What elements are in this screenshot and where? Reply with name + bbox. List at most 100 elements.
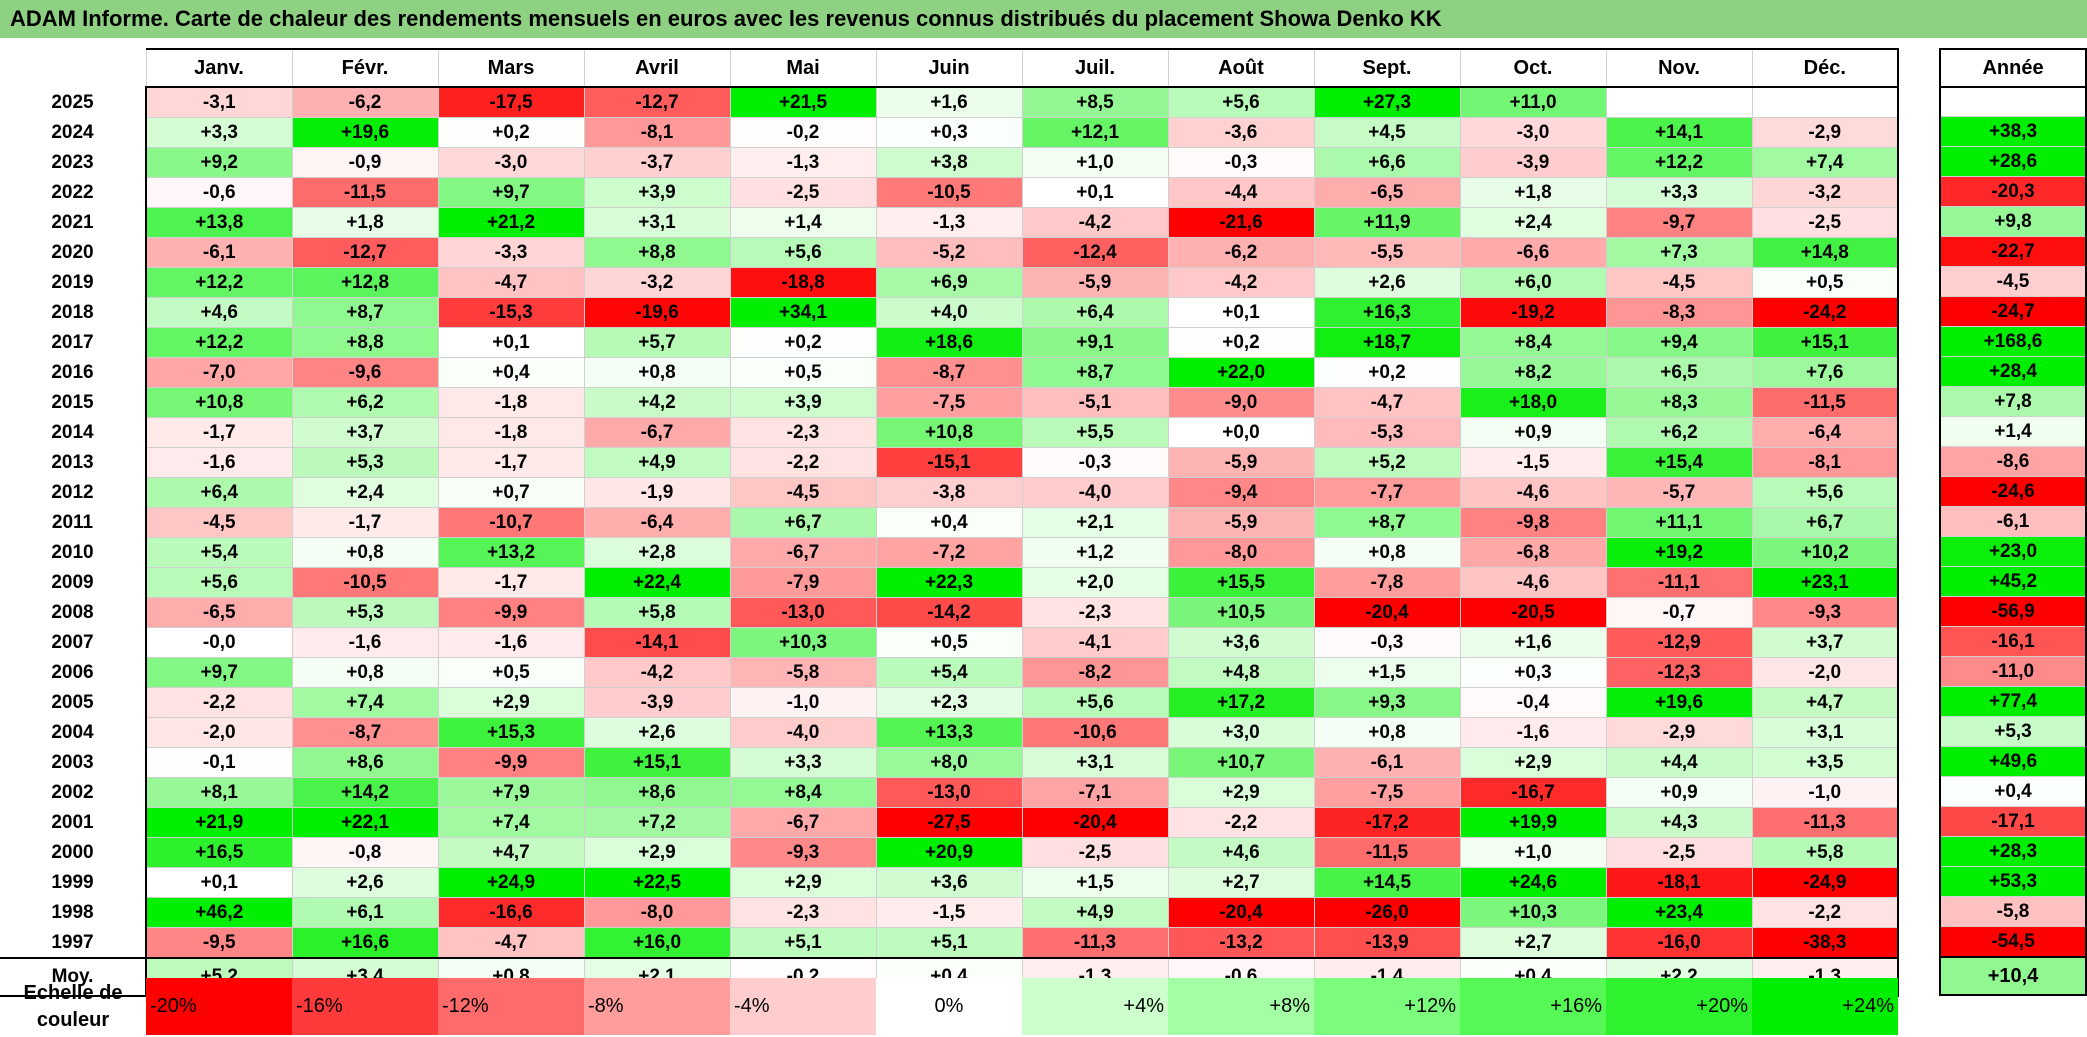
annual-cell: +5,3: [1939, 715, 2087, 747]
year-label: 2022: [0, 177, 147, 208]
color-scale-label-line: couleur: [36, 1008, 110, 1031]
heatmap-cell: -6,7: [729, 537, 877, 568]
year-label: 2011: [0, 507, 147, 538]
heatmap-cell: -5,8: [729, 657, 877, 688]
heatmap-cell: -19,6: [583, 297, 731, 328]
heatmap-cell: -12,7: [583, 86, 731, 118]
heatmap-cell: -3,2: [1751, 177, 1899, 208]
heatmap-cell: -1,6: [291, 627, 439, 658]
heatmap-cell: +5,6: [1167, 86, 1315, 118]
heatmap-cell: -0,8: [291, 837, 439, 868]
heatmap-cell: -11,3: [1021, 927, 1169, 959]
heatmap-cell: +7,3: [1605, 237, 1753, 268]
heatmap-cell: +9,3: [1313, 687, 1461, 718]
heatmap-cell: +1,6: [1459, 627, 1607, 658]
year-label: 2024: [0, 117, 147, 148]
heatmap-cell: +0,1: [145, 867, 293, 898]
month-header: Juil.: [1021, 48, 1169, 88]
heatmap-cell: -6,4: [583, 507, 731, 538]
year-label: 2014: [0, 417, 147, 448]
heatmap-cell: +14,5: [1313, 867, 1461, 898]
heatmap-cell: +16,0: [583, 927, 731, 959]
heatmap-cell: -9,5: [145, 927, 293, 959]
heatmap-cell: +3,9: [729, 387, 877, 418]
heatmap-cell: +1,6: [875, 86, 1023, 118]
heatmap-cell: -2,2: [1751, 897, 1899, 928]
heatmap-cell: +8,0: [875, 747, 1023, 778]
year-label: 2012: [0, 477, 147, 508]
heatmap-cell: +15,1: [1751, 327, 1899, 358]
annual-cell: -16,1: [1939, 625, 2087, 657]
month-header: Oct.: [1459, 48, 1607, 88]
heatmap-cell: +8,7: [1313, 507, 1461, 538]
color-scale-step: +4%: [1022, 978, 1168, 1035]
heatmap-cell: +2,6: [583, 717, 731, 748]
annual-cell: +49,6: [1939, 745, 2087, 777]
heatmap-cell: -6,4: [1751, 417, 1899, 448]
average-annual-cell: +10,4: [1939, 955, 2087, 996]
annual-cell: +0,4: [1939, 775, 2087, 807]
table-row: 2007 -0,0 -1,6 -1,6 -14,1 +10,3 +0,5 -4,1 +3,6 -0…: [0, 627, 1899, 658]
heatmap-cell: -5,7: [1605, 477, 1753, 508]
heatmap-cell: +21,5: [729, 86, 877, 118]
heatmap-cell: -1,6: [437, 627, 585, 658]
heatmap-cell: +0,7: [437, 477, 585, 508]
heatmap-cell: -20,4: [1167, 897, 1315, 928]
heatmap-cell: -9,3: [1751, 597, 1899, 628]
heatmap-cell: +0,1: [1021, 177, 1169, 208]
table-row: 2016 -7,0 -9,6 +0,4 +0,8 +0,5 -8,7 +8,7 +22,0 +0,…: [0, 357, 1899, 388]
heatmap-cell: +4,8: [1167, 657, 1315, 688]
annual-cell: -11,0: [1939, 655, 2087, 687]
heatmap-cell: -4,5: [729, 477, 877, 508]
heatmap-cell: -5,2: [875, 237, 1023, 268]
heatmap-cell: -1,7: [437, 447, 585, 478]
heatmap-cell: -1,8: [437, 417, 585, 448]
year-label: 2021: [0, 207, 147, 238]
heatmap-cell: +6,4: [145, 477, 293, 508]
heatmap-cell: +5,8: [1751, 837, 1899, 868]
heatmap-cell: -6,1: [1313, 747, 1461, 778]
heatmap-cell: +2,9: [583, 837, 731, 868]
heatmap-cell: -4,6: [1459, 567, 1607, 598]
heatmap-cell: -6,7: [729, 807, 877, 838]
heatmap-cell: +21,9: [145, 807, 293, 838]
annual-cell: -24,7: [1939, 295, 2087, 327]
heatmap-cell: +3,3: [729, 747, 877, 778]
heatmap-cell: -2,3: [729, 897, 877, 928]
average-label: Moy.: [0, 957, 147, 997]
annual-cell: +53,3: [1939, 865, 2087, 897]
heatmap-cell: +0,3: [875, 117, 1023, 148]
heatmap-cell: +19,2: [1605, 537, 1753, 568]
annual-cell: -8,6: [1939, 445, 2087, 477]
heatmap-cell: +8,4: [729, 777, 877, 808]
heatmap-cell: +5,4: [145, 537, 293, 568]
heatmap-cell: +5,3: [291, 447, 439, 478]
heatmap-cell: -6,2: [1167, 237, 1315, 268]
heatmap-cell: +2,7: [1167, 867, 1315, 898]
heatmap-cell: -6,7: [583, 417, 731, 448]
heatmap-cell: -18,1: [1605, 867, 1753, 898]
heatmap-cell: +18,6: [875, 327, 1023, 358]
heatmap-cell: +18,7: [1313, 327, 1461, 358]
heatmap-cell: [1751, 86, 1899, 118]
table-row: 2009 +5,6 -10,5 -1,7 +22,4 -7,9 +22,3 +2,0 +15,5…: [0, 567, 1899, 598]
heatmap-cell: +3,1: [1751, 717, 1899, 748]
heatmap-cell: +10,7: [1167, 747, 1315, 778]
month-header: Févr.: [291, 48, 439, 88]
heatmap-cell: -9,9: [437, 597, 585, 628]
heatmap-cell: -16,7: [1459, 777, 1607, 808]
annual-cell: +7,8: [1939, 385, 2087, 417]
heatmap-cell: -4,7: [437, 267, 585, 298]
heatmap-cell: +4,4: [1605, 747, 1753, 778]
heatmap-cell: +3,9: [583, 177, 731, 208]
heatmap-cell: +3,1: [1021, 747, 1169, 778]
month-header: Nov.: [1605, 48, 1753, 88]
heatmap-cell: +5,3: [291, 597, 439, 628]
heatmap-cell: +3,7: [1751, 627, 1899, 658]
color-scale-step: -8%: [584, 978, 730, 1035]
heatmap-cell: -4,7: [1313, 387, 1461, 418]
heatmap-cell: +2,9: [437, 687, 585, 718]
heatmap-cell: -9,3: [729, 837, 877, 868]
heatmap-cell: +4,7: [437, 837, 585, 868]
heatmap-cell: +3,3: [1605, 177, 1753, 208]
